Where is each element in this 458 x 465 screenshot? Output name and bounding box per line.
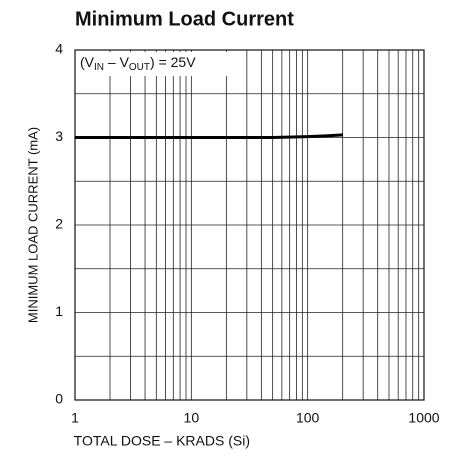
x-tick-label: 1 — [71, 410, 79, 426]
y-tick-label: 3 — [55, 128, 63, 144]
plot-frame — [74, 49, 425, 401]
data-line — [75, 133, 343, 139]
annotation-part: ) = 25V — [150, 54, 196, 70]
y-tick-label: 4 — [55, 41, 63, 57]
chart-title: Minimum Load Current — [75, 8, 294, 30]
y-axis-label: MINIMUM LOAD CURRENT (mA) — [25, 127, 40, 323]
x-axis-label: TOTAL DOSE – KRADS (Si) — [74, 433, 250, 449]
y-tick-label: 1 — [55, 303, 63, 319]
x-tick-label: 100 — [296, 410, 320, 426]
x-tick-label: 1000 — [408, 410, 439, 426]
annotation-part: (V — [80, 54, 95, 70]
y-tick-label: 0 — [55, 391, 63, 407]
annotation: (VIN – VOUT) = 25V — [80, 54, 196, 73]
x-tick-label: 10 — [184, 410, 200, 426]
y-tick-label: 2 — [55, 216, 63, 232]
annotation-part: – V — [104, 54, 130, 70]
annotation-part: OUT — [129, 62, 150, 73]
annotation-background — [77, 52, 232, 76]
annotation-part: IN — [94, 62, 104, 73]
